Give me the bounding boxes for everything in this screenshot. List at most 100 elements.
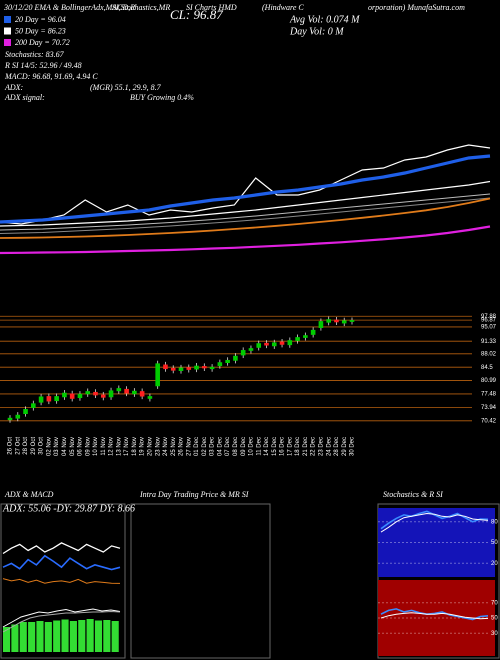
legend-swatch bbox=[4, 39, 11, 46]
candle-body bbox=[46, 396, 52, 402]
x-tick-label: 19 Nov bbox=[140, 437, 146, 456]
legend-label: 200 Day = 70.72 bbox=[15, 38, 70, 47]
candle-body bbox=[147, 396, 153, 399]
candle-body bbox=[62, 392, 67, 398]
x-tick-label: 01 Dec bbox=[194, 437, 200, 456]
y-tick-label: 80 bbox=[491, 519, 498, 525]
adx-panel-frame bbox=[0, 503, 126, 659]
x-tick-label: 29 Oct bbox=[31, 437, 37, 455]
candle-body bbox=[132, 390, 137, 395]
day-volume: Day Vol: 0 M bbox=[289, 26, 344, 37]
x-tick-label: 24 Dec bbox=[326, 437, 332, 456]
x-tick-label: 11 Nov bbox=[101, 437, 107, 456]
y-tick-label: 80.99 bbox=[481, 378, 497, 384]
candle-body bbox=[155, 363, 160, 387]
x-tick-label: 28 Oct bbox=[23, 437, 29, 455]
x-tick-label: 05 Nov bbox=[70, 437, 76, 456]
candle-body bbox=[124, 388, 129, 394]
x-tick-label: 03 Nov bbox=[54, 437, 60, 456]
panel-title: Stochastics & R SI bbox=[383, 490, 443, 499]
series-line bbox=[380, 608, 489, 621]
x-tick-label: 04 Dec bbox=[217, 437, 223, 456]
x-tick-label: 11 Dec bbox=[256, 437, 262, 456]
legend-swatch bbox=[4, 27, 11, 35]
series-line bbox=[380, 510, 489, 530]
x-tick-label: 25 Nov bbox=[171, 437, 177, 456]
candle-body bbox=[225, 359, 230, 364]
candle-body bbox=[38, 396, 44, 403]
x-tick-label: 28 Dec bbox=[334, 437, 340, 456]
candle-body bbox=[295, 337, 300, 341]
candle-body bbox=[100, 394, 106, 398]
candle-body bbox=[341, 320, 347, 324]
x-tick-label: 12 Nov bbox=[109, 437, 115, 456]
series-line bbox=[0, 193, 491, 231]
panel-title: ADX & MACD bbox=[4, 490, 54, 499]
x-tick-label: 10 Nov bbox=[93, 437, 99, 456]
y-tick-label: 84.5 bbox=[481, 365, 493, 371]
x-tick-label: 24 Nov bbox=[163, 437, 169, 456]
series-line bbox=[0, 180, 491, 227]
candle-body bbox=[217, 362, 223, 367]
adx-label: ADX: bbox=[4, 83, 24, 92]
candle-body bbox=[349, 320, 355, 322]
series-line bbox=[380, 612, 489, 620]
legend-swatch bbox=[4, 16, 11, 23]
x-tick-label: 27 Nov bbox=[186, 437, 192, 456]
x-tick-label: 06 Nov bbox=[78, 437, 84, 456]
histogram-bar bbox=[86, 619, 94, 652]
header-text: orporation) MunafaSutra.com bbox=[368, 3, 465, 12]
histogram-bar bbox=[44, 622, 52, 652]
series-line bbox=[2, 542, 121, 555]
histogram-bar bbox=[94, 620, 103, 652]
candle-body bbox=[279, 341, 285, 345]
intraday-title: Intra Day Trading Price & MR SI bbox=[139, 490, 249, 499]
candle-body bbox=[248, 348, 254, 351]
histogram-bar bbox=[61, 619, 69, 652]
candle-body bbox=[326, 319, 331, 323]
candle-body bbox=[264, 342, 269, 346]
x-tick-label: 23 Dec bbox=[318, 437, 324, 456]
series-line bbox=[0, 154, 491, 224]
x-tick-label: 26 Oct bbox=[8, 437, 14, 455]
x-tick-label: 18 Nov bbox=[132, 437, 138, 456]
y-tick-label: 73.94 bbox=[481, 405, 497, 411]
x-tick-label: 15 Dec bbox=[272, 437, 278, 456]
candle-body bbox=[116, 388, 122, 392]
candle-body bbox=[287, 340, 293, 346]
avg-volume: Avg Vol: 0.074 M bbox=[289, 14, 360, 25]
x-tick-label: 17 Dec bbox=[287, 437, 293, 456]
histogram-bar bbox=[111, 621, 119, 652]
x-tick-label: 30 Dec bbox=[350, 437, 356, 456]
candle-body bbox=[93, 391, 98, 396]
x-tick-label: 22 Dec bbox=[311, 437, 317, 456]
histogram-bar bbox=[19, 622, 27, 652]
candle-body bbox=[318, 321, 324, 328]
x-tick-label: 16 Dec bbox=[280, 437, 286, 456]
header-text: 30/12/20 EMA & BollingerAdx,MACD,R bbox=[3, 3, 135, 12]
x-tick-label: 08 Dec bbox=[233, 437, 239, 456]
y-tick-label: 70.42 bbox=[481, 418, 497, 424]
x-tick-label: 02 Dec bbox=[202, 437, 208, 456]
x-tick-label: 30 Oct bbox=[39, 437, 45, 455]
series-line bbox=[2, 610, 121, 633]
x-tick-label: 03 Dec bbox=[210, 437, 216, 456]
candle-body bbox=[31, 403, 36, 408]
x-tick-label: 09 Nov bbox=[85, 437, 91, 456]
candle-body bbox=[209, 366, 215, 370]
candle-body bbox=[194, 365, 199, 370]
series-line bbox=[0, 197, 491, 239]
candle-body bbox=[303, 335, 308, 338]
series-line bbox=[2, 608, 121, 628]
y-tick-label: 96.87 bbox=[481, 318, 497, 324]
candle-body bbox=[178, 367, 184, 371]
x-tick-label: 14 Dec bbox=[264, 437, 270, 456]
x-tick-label: 07 Dec bbox=[225, 437, 231, 456]
candle-body bbox=[139, 391, 145, 397]
x-tick-label: 04 Nov bbox=[62, 437, 68, 456]
candle-body bbox=[23, 409, 28, 415]
series-line bbox=[0, 225, 491, 255]
y-tick-label: 88.02 bbox=[481, 351, 497, 357]
x-tick-label: 13 Nov bbox=[116, 437, 122, 456]
x-tick-label: 27 Oct bbox=[15, 437, 21, 455]
